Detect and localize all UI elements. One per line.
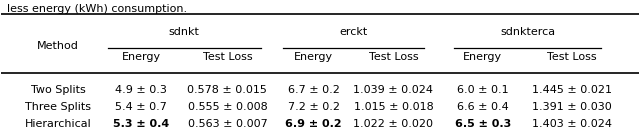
Text: 1.391 ± 0.030: 1.391 ± 0.030 — [532, 102, 612, 112]
Text: Two Splits: Two Splits — [31, 85, 86, 95]
Text: 6.0 ± 0.1: 6.0 ± 0.1 — [457, 85, 509, 95]
Text: Energy: Energy — [294, 52, 333, 62]
Text: 4.9 ± 0.3: 4.9 ± 0.3 — [115, 85, 167, 95]
Text: 6.5 ± 0.3: 6.5 ± 0.3 — [455, 119, 511, 128]
Text: Hierarchical: Hierarchical — [25, 119, 92, 128]
Text: 1.403 ± 0.024: 1.403 ± 0.024 — [532, 119, 612, 128]
Text: Test Loss: Test Loss — [369, 52, 419, 62]
Text: 1.039 ± 0.024: 1.039 ± 0.024 — [353, 85, 433, 95]
Text: Energy: Energy — [122, 52, 161, 62]
Text: Test Loss: Test Loss — [203, 52, 252, 62]
Text: 6.7 ± 0.2: 6.7 ± 0.2 — [287, 85, 340, 95]
Text: 1.445 ± 0.021: 1.445 ± 0.021 — [532, 85, 612, 95]
Text: 5.4 ± 0.7: 5.4 ± 0.7 — [115, 102, 167, 112]
Text: 7.2 ± 0.2: 7.2 ± 0.2 — [287, 102, 340, 112]
Text: Method: Method — [37, 41, 79, 51]
Text: erckt: erckt — [339, 27, 367, 37]
Text: sdnkt: sdnkt — [169, 27, 200, 37]
Text: 0.563 ± 0.007: 0.563 ± 0.007 — [188, 119, 268, 128]
Text: Three Splits: Three Splits — [25, 102, 91, 112]
Text: 6.9 ± 0.2: 6.9 ± 0.2 — [285, 119, 342, 128]
Text: Energy: Energy — [463, 52, 502, 62]
Text: 1.022 ± 0.020: 1.022 ± 0.020 — [353, 119, 433, 128]
Text: Test Loss: Test Loss — [547, 52, 597, 62]
Text: 0.555 ± 0.008: 0.555 ± 0.008 — [188, 102, 268, 112]
Text: 1.015 ± 0.018: 1.015 ± 0.018 — [353, 102, 433, 112]
Text: less energy (kWh) consumption.: less energy (kWh) consumption. — [7, 4, 188, 14]
Text: 6.6 ± 0.4: 6.6 ± 0.4 — [457, 102, 509, 112]
Text: sdnkterca: sdnkterca — [500, 27, 555, 37]
Text: 0.578 ± 0.015: 0.578 ± 0.015 — [188, 85, 268, 95]
Text: 5.3 ± 0.4: 5.3 ± 0.4 — [113, 119, 170, 128]
